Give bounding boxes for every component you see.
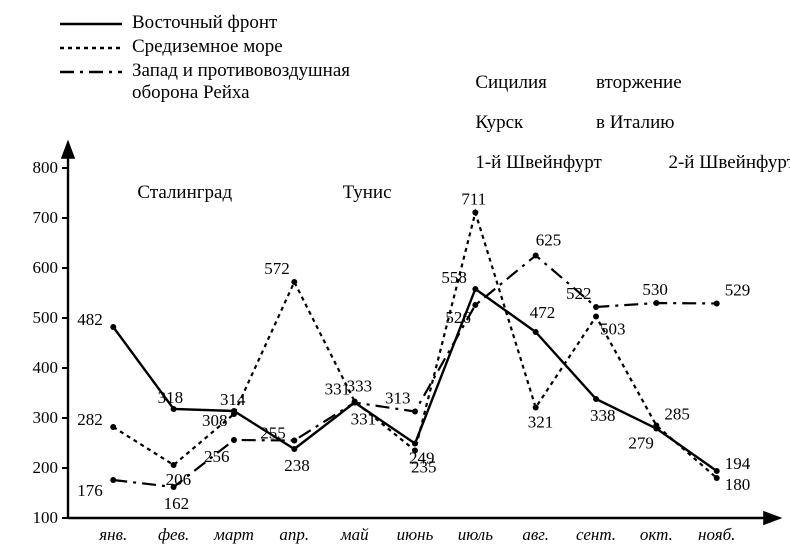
annotation-label: 1-й Швейнфурт: [475, 152, 602, 173]
point-label: 558: [441, 268, 467, 287]
point-label: 285: [664, 405, 690, 424]
point-label: 503: [600, 320, 626, 339]
point-label: 206: [166, 470, 192, 489]
series-marker: [171, 484, 177, 490]
legend-label: Восточный фронт: [132, 12, 278, 33]
point-label: 255: [260, 424, 286, 443]
point-label: 313: [385, 389, 411, 408]
series-marker: [412, 409, 418, 415]
series-marker: [231, 411, 237, 417]
point-label: 238: [284, 456, 310, 475]
point-label: 522: [566, 284, 592, 303]
point-label: 333: [347, 377, 373, 396]
point-label: 321: [528, 413, 554, 432]
x-tick-label: июнь: [397, 525, 434, 544]
legend-label: Средиземное море: [132, 36, 283, 57]
series-marker: [231, 437, 237, 443]
series-marker: [352, 400, 358, 406]
point-label: 308: [202, 411, 228, 430]
series-marker: [110, 324, 116, 330]
series-marker: [533, 329, 539, 335]
annotation-label: вторжение: [596, 72, 682, 93]
annotation-label: Сицилия: [475, 72, 547, 93]
series-marker: [110, 424, 116, 430]
x-tick-label: март: [213, 525, 254, 544]
series-marker: [291, 438, 297, 444]
y-tick-label: 700: [33, 208, 59, 227]
point-label: 625: [536, 231, 562, 250]
series-marker: [291, 279, 297, 285]
legend-label: оборона Рейха: [132, 82, 250, 103]
point-label: 572: [264, 259, 290, 278]
point-label: 530: [642, 280, 668, 299]
series-marker: [714, 301, 720, 307]
series-marker: [110, 477, 116, 483]
series-marker: [653, 300, 659, 306]
point-label: 314: [220, 390, 246, 409]
point-label: 529: [725, 281, 751, 300]
x-tick-label: июль: [458, 525, 493, 544]
y-tick-label: 500: [33, 308, 59, 327]
y-tick-label: 600: [33, 258, 59, 277]
point-label: 235: [411, 458, 437, 477]
annotation-label: Курск: [475, 112, 524, 133]
point-label: 482: [77, 310, 103, 329]
point-label: 256: [204, 447, 230, 466]
x-tick-label: янв.: [98, 525, 127, 544]
x-tick-label: сент.: [576, 525, 616, 544]
point-label: 331: [351, 410, 377, 429]
series-marker: [472, 286, 478, 292]
series-marker: [291, 446, 297, 452]
series-marker: [412, 448, 418, 454]
point-label: 162: [164, 494, 190, 513]
y-tick-label: 200: [33, 458, 59, 477]
point-label: 331: [325, 380, 351, 399]
annotation-label: Тунис: [343, 182, 392, 203]
chart: 100 200 300 400 500 600 700 800 янв. фев. март апр.…: [0, 0, 790, 559]
point-label: 194: [725, 454, 751, 473]
y-tick-label: 800: [33, 158, 59, 177]
point-label: 279: [628, 434, 654, 453]
x-tick-label: апр.: [279, 525, 309, 544]
series-marker: [714, 475, 720, 481]
annotation-label: 2-й Швейнфурт: [668, 152, 790, 173]
x-tick-label: авг.: [522, 525, 549, 544]
annotation-label: Сталинград: [137, 182, 232, 203]
legend-label: Запад и противовоздушная: [132, 60, 350, 81]
series-marker: [593, 314, 599, 320]
annotation-label: в Италию: [596, 112, 674, 133]
x-tick-label: май: [340, 525, 369, 544]
series-marker: [593, 304, 599, 310]
series-marker: [472, 210, 478, 216]
series-marker: [714, 468, 720, 474]
y-tick-label: 300: [33, 408, 59, 427]
point-label: 472: [530, 303, 556, 322]
x-tick-label: окт.: [640, 525, 673, 544]
point-label: 282: [77, 410, 103, 429]
point-label: 526: [445, 308, 471, 327]
point-label: 711: [461, 190, 486, 209]
point-label: 180: [725, 475, 751, 494]
y-tick-label: 400: [33, 358, 59, 377]
y-tick-label: 100: [33, 508, 59, 527]
series-marker: [533, 405, 539, 411]
point-label: 176: [77, 481, 103, 500]
point-label: 338: [590, 406, 616, 425]
series-marker: [171, 462, 177, 468]
series-marker: [533, 253, 539, 259]
series-marker: [593, 396, 599, 402]
point-label: 318: [158, 388, 184, 407]
x-tick-label: фев.: [158, 525, 189, 544]
series-marker: [653, 423, 659, 429]
x-tick-label: нояб.: [698, 525, 735, 544]
series-marker: [472, 302, 478, 308]
